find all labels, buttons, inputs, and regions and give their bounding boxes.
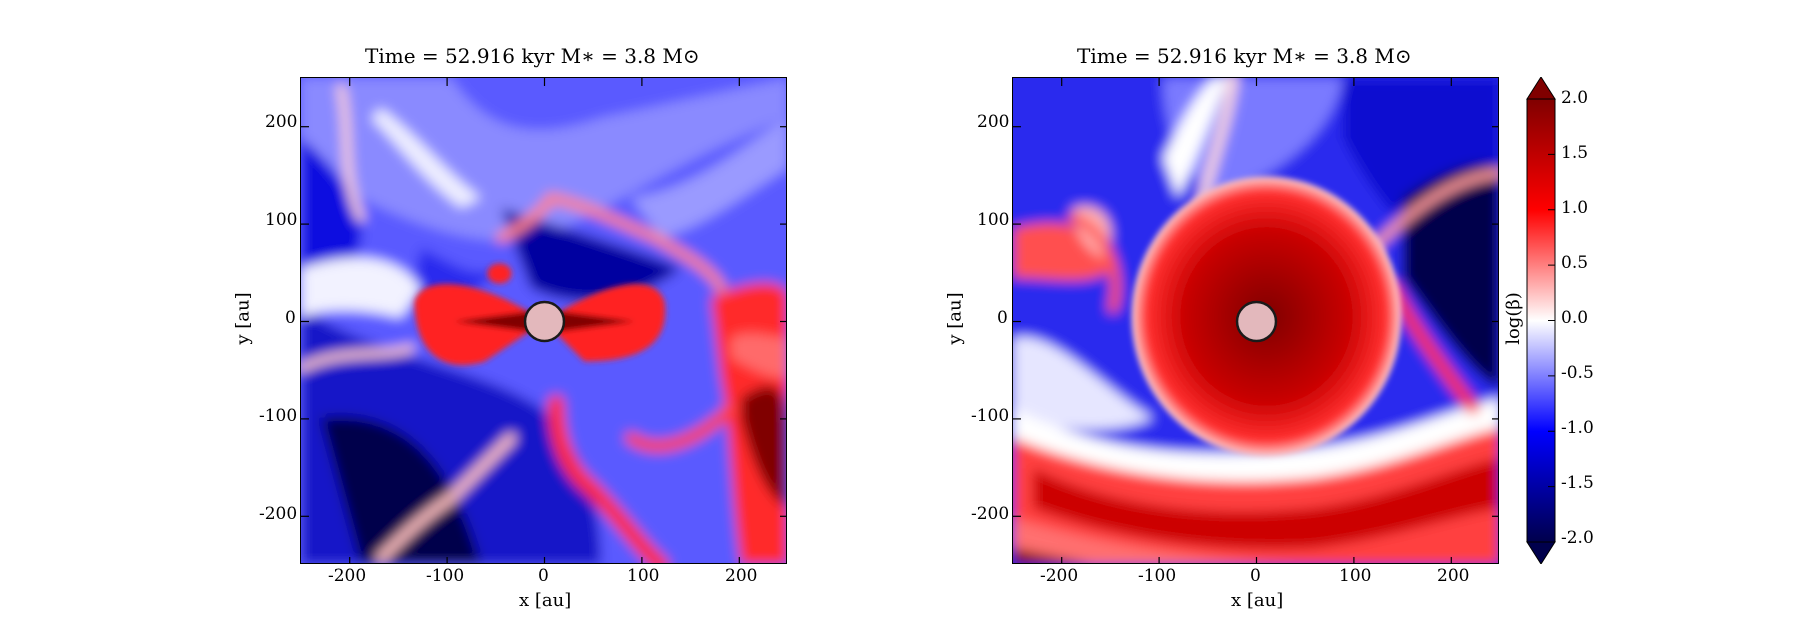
heatmap-svg [1013, 78, 1498, 563]
heatmap-region [371, 108, 481, 208]
lobe-blob [487, 263, 512, 284]
colorbar-tick-label: 2.0 [1561, 88, 1589, 108]
stream-arm [625, 402, 737, 452]
colorbar-tick-label: -1.0 [1561, 418, 1594, 438]
colorbar-tick-label: -0.5 [1561, 363, 1594, 383]
stream-arm [1368, 168, 1498, 253]
colorbar-label: log(β) [1502, 292, 1524, 345]
y-tick-label: 100 [977, 210, 1010, 230]
panel-1-y-axis-label: y [au] [232, 292, 254, 345]
stream-arm [301, 344, 415, 372]
x-tick-label: 200 [1437, 566, 1470, 586]
stream-arm [496, 192, 726, 293]
x-tick-label: 200 [725, 566, 758, 586]
x-tick-label: 0 [538, 566, 549, 586]
panel-1-plot-area [300, 77, 787, 564]
heatmap-region [631, 119, 786, 238]
colorbar-tick-label: -1.5 [1561, 473, 1594, 493]
heatmap-region [301, 138, 362, 298]
y-tick-label: 200 [977, 112, 1010, 132]
colorbar-tick-label: 0.5 [1561, 253, 1589, 273]
x-tick-label: -200 [1040, 566, 1079, 586]
panel-2-plot-area [1012, 77, 1499, 564]
x-tick-label: 100 [627, 566, 660, 586]
y-tick-label: 200 [265, 112, 298, 132]
heatmap-region [501, 208, 681, 302]
y-tick-label: -200 [259, 504, 298, 524]
stream-arm [376, 433, 516, 563]
sink-particle [1235, 300, 1278, 343]
colorbar-tick-label: 1.5 [1561, 143, 1589, 163]
heatmap-region [1013, 518, 1272, 563]
heatmap-field [1013, 78, 1498, 563]
y-tick-label: -200 [971, 504, 1010, 524]
x-tick-label: 0 [1250, 566, 1261, 586]
heatmap-region [1403, 164, 1498, 388]
colorbar [1526, 77, 1556, 564]
x-tick-label: -100 [426, 566, 465, 586]
y-tick-label: -100 [971, 406, 1010, 426]
colorbar-extend-min [1526, 541, 1556, 564]
panel-1-title: Time = 52.916 kyr M∗ = 3.8 M⊙ [365, 44, 700, 68]
heatmap-region [731, 333, 786, 378]
stream-arm [1068, 213, 1121, 313]
stream-arm [337, 84, 365, 222]
heatmap-region [321, 416, 481, 563]
heatmap-region [1013, 548, 1085, 563]
heatmap-field [301, 78, 786, 563]
heatmap-region [741, 386, 786, 507]
heatmap-region [1163, 78, 1228, 198]
heatmap-svg [301, 78, 786, 563]
colorbar-tick-label: -2.0 [1561, 528, 1594, 548]
x-tick-label: -200 [328, 566, 367, 586]
heatmap-sharp-features [414, 263, 666, 366]
panel-2-y-axis-label: y [au] [944, 292, 966, 345]
panel-2-x-axis-label: x [au] [1231, 590, 1284, 611]
stream-arm [1198, 78, 1238, 203]
heatmap-region [1013, 336, 1153, 430]
heatmap-region [1033, 458, 1498, 549]
y-tick-label: 0 [997, 308, 1008, 328]
heatmap-region [301, 78, 786, 241]
y-tick-label: -100 [259, 406, 298, 426]
x-tick-label: -100 [1138, 566, 1177, 586]
stream-arm [548, 395, 669, 563]
sink-particle [523, 300, 566, 343]
colorbar-tick-label: 0.0 [1561, 308, 1589, 328]
y-tick-label: 100 [265, 210, 298, 230]
y-tick-label: 0 [285, 308, 296, 328]
colorbar-extend-max [1526, 77, 1556, 100]
x-tick-label: 100 [1339, 566, 1372, 586]
panel-2-title: Time = 52.916 kyr M∗ = 3.8 M⊙ [1077, 44, 1412, 68]
panel-1-x-axis-label: x [au] [519, 590, 572, 611]
colorbar-tick-label: 1.0 [1561, 198, 1589, 218]
heatmap-region [301, 257, 421, 318]
